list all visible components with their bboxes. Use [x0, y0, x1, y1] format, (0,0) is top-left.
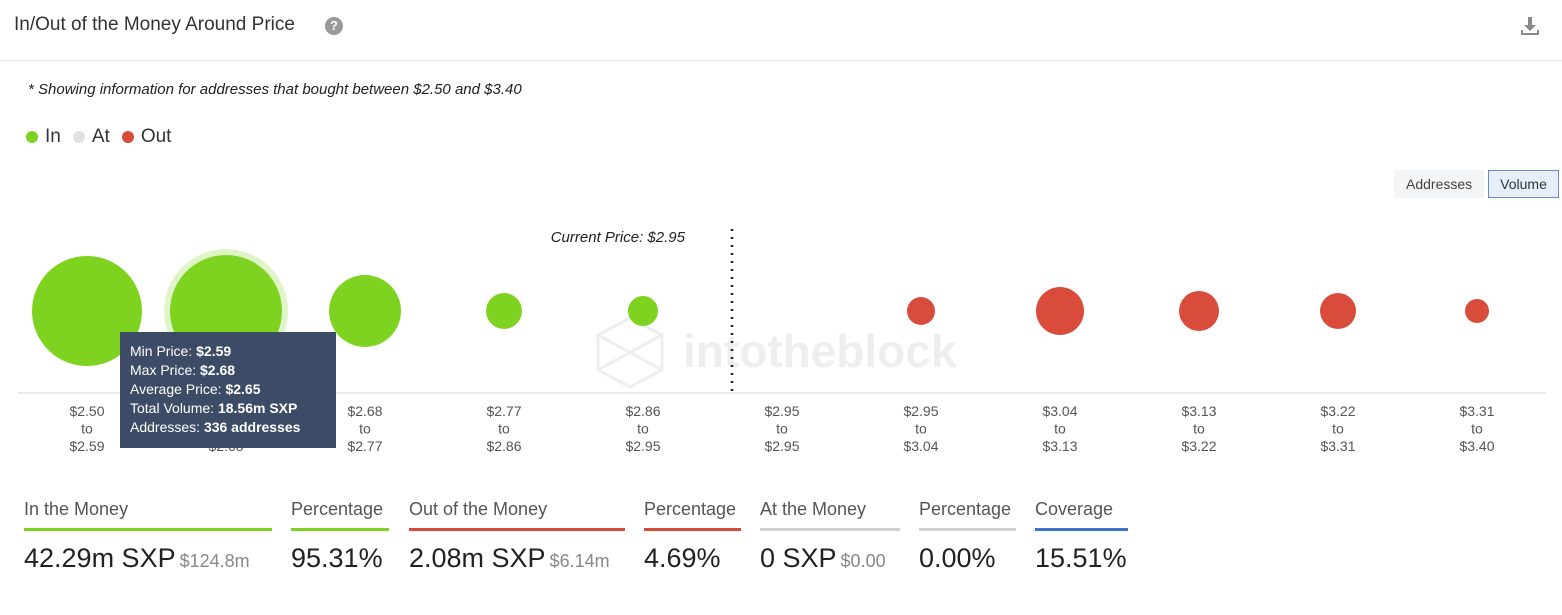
x-tick-label: $3.31: [1459, 403, 1494, 419]
stat-in-the-money: In the Money 42.29m SXP $124.8m: [24, 498, 272, 574]
x-tick-label: to: [1332, 421, 1344, 437]
stat-usd-value: $6.14m: [549, 551, 610, 571]
legend: In At Out: [26, 126, 183, 148]
x-tick-label: $2.50: [69, 403, 104, 419]
volume-button[interactable]: Volume: [1488, 170, 1559, 198]
stat-label: In the Money: [24, 498, 272, 531]
stat-label: Percentage: [644, 498, 741, 531]
stat-coverage: Coverage 15.51%: [1035, 498, 1128, 574]
legend-label-out: Out: [140, 126, 172, 147]
stat-at-percentage: Percentage 0.00%: [919, 498, 1016, 574]
legend-item-out[interactable]: Out: [121, 126, 172, 148]
stat-value: 0 SXP $0.00: [760, 543, 886, 573]
legend-dot-out: [121, 131, 134, 143]
stat-usd-value: $124.8m: [179, 551, 250, 571]
legend-label-in: In: [45, 126, 61, 147]
x-tick-label: $3.31: [1320, 438, 1355, 454]
x-tick-label: to: [1193, 421, 1205, 437]
watermark-logo-icon: [596, 316, 664, 389]
stat-value: 0.00%: [919, 543, 996, 573]
tooltip-row-addresses: Addresses: 336 addresses: [130, 419, 301, 435]
bubble-out-7[interactable]: [1036, 287, 1084, 335]
current-price-label: Current Price: $2.95: [551, 229, 686, 246]
legend-item-in[interactable]: In: [26, 126, 61, 148]
info-note: * Showing information for addresses that…: [28, 81, 522, 98]
x-tick-label: to: [359, 421, 371, 437]
legend-label-at: At: [91, 126, 110, 147]
addresses-button[interactable]: Addresses: [1394, 170, 1485, 198]
stat-usd-value: $0.00: [840, 551, 886, 571]
chart-tooltip: Min Price: $2.59 Max Price: $2.68 Averag…: [120, 332, 336, 448]
bubble-out-6[interactable]: [907, 297, 935, 325]
x-tick-label: to: [1054, 421, 1066, 437]
stat-in-percentage: Percentage 95.31%: [291, 498, 389, 574]
x-tick-label: $2.59: [69, 438, 104, 454]
x-tick-label: $3.40: [1459, 438, 1494, 454]
x-tick-label: $2.86: [486, 438, 521, 454]
x-tick-label: $3.22: [1320, 403, 1355, 419]
x-tick-label: $2.77: [347, 438, 382, 454]
x-tick-label: to: [637, 421, 649, 437]
bubble-in-3[interactable]: [486, 293, 522, 329]
watermark-text: intotheblock: [683, 325, 957, 377]
stat-out-percentage: Percentage 4.69%: [644, 498, 741, 574]
stat-label: Percentage: [919, 498, 1016, 531]
x-tick-label: $2.95: [625, 438, 660, 454]
header: In/Out of the Money Around Price ?: [0, 0, 1562, 61]
x-tick-label: $2.86: [625, 403, 660, 419]
x-tick-label: $2.68: [347, 403, 382, 419]
stat-out-of-the-money: Out of the Money 2.08m SXP $6.14m: [409, 498, 625, 574]
bubble-out-10[interactable]: [1465, 299, 1489, 323]
tooltip-row-min-price: Min Price: $2.59: [130, 343, 232, 359]
bubble-in-0[interactable]: [32, 256, 142, 366]
stat-value: 4.69%: [644, 543, 721, 573]
legend-item-at[interactable]: At: [72, 126, 110, 148]
stat-value: 2.08m SXP $6.14m: [409, 543, 610, 573]
x-tick-label: $3.04: [903, 438, 938, 454]
metric-toggle: Addresses Volume: [1394, 170, 1559, 198]
x-tick-label: to: [776, 421, 788, 437]
stat-value: 15.51%: [1035, 543, 1127, 573]
x-tick-label: $2.95: [903, 403, 938, 419]
x-tick-label: $2.77: [486, 403, 521, 419]
bubble-in-2[interactable]: [329, 275, 401, 347]
stat-label: Coverage: [1035, 498, 1128, 531]
stat-value: 95.31%: [291, 543, 383, 573]
bubble-in-4[interactable]: [628, 296, 658, 326]
stat-label: At the Money: [760, 498, 900, 531]
x-tick-label: to: [498, 421, 510, 437]
x-tick-label: $3.13: [1042, 438, 1077, 454]
stat-value: 42.29m SXP $124.8m: [24, 543, 250, 573]
stat-label: Percentage: [291, 498, 389, 531]
x-tick-label: $3.22: [1181, 438, 1216, 454]
page-title: In/Out of the Money Around Price: [14, 14, 295, 35]
x-tick-label: $3.04: [1042, 403, 1077, 419]
x-tick-label: $2.95: [764, 403, 799, 419]
x-tick-label: to: [81, 421, 93, 437]
legend-dot-at: [72, 131, 85, 143]
bubble-out-8[interactable]: [1179, 291, 1219, 331]
download-icon[interactable]: [1518, 14, 1542, 38]
question-circle-icon[interactable]: ?: [325, 17, 343, 35]
legend-dot-in: [26, 131, 38, 143]
x-tick-label: $2.95: [764, 438, 799, 454]
stat-at-the-money: At the Money 0 SXP $0.00: [760, 498, 900, 574]
bubble-out-9[interactable]: [1320, 293, 1356, 329]
tooltip-row-average-price: Average Price: $2.65: [130, 381, 261, 397]
x-tick-label: to: [915, 421, 927, 437]
tooltip-row-total-volume: Total Volume: 18.56m SXP: [130, 400, 298, 416]
tooltip-row-max-price: Max Price: $2.68: [130, 362, 236, 378]
stat-label: Out of the Money: [409, 498, 625, 531]
x-tick-label: to: [1471, 421, 1483, 437]
x-tick-label: $3.13: [1181, 403, 1216, 419]
